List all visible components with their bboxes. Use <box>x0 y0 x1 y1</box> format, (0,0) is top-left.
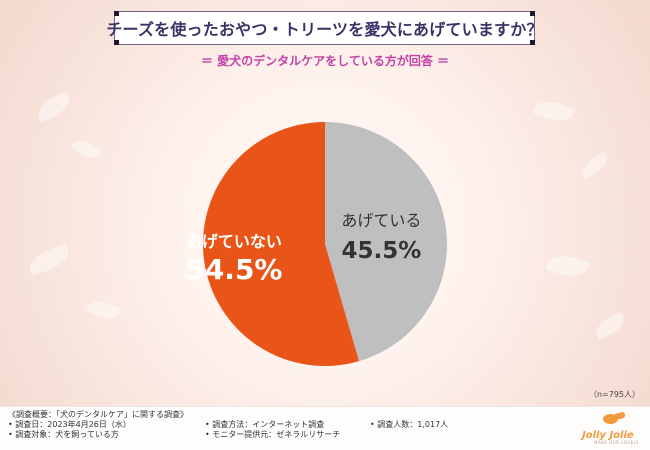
chart-title-box: チーズを使ったおやつ・トリーツを愛犬にあげていますか？ <box>106 11 542 45</box>
label-not-giving: あげていない <box>186 232 282 251</box>
brand-logo: Jolly Jolie MAKE OUR LOVELY <box>582 411 639 445</box>
sample-size-note: （n=795人） <box>588 390 640 399</box>
survey-summary: 《調査概要：「犬のデンタルケア」に関する調査》 <box>8 410 188 419</box>
footer-column-right: • 調査人数：1,017人 <box>370 420 448 430</box>
label-giving: あげている <box>341 211 421 230</box>
chart-title: チーズを使ったおやつ・トリーツを愛犬にあげていますか？ <box>106 20 543 39</box>
value-not-giving: 54.5% <box>185 253 282 286</box>
dog-icon <box>602 411 626 427</box>
survey-target: • 調査対象：犬を飼っている方 <box>8 430 119 439</box>
survey-date: • 調査日：2023年4月26日（水） <box>8 420 131 429</box>
title-corner <box>530 40 535 45</box>
pie-slice-giving <box>325 122 447 362</box>
survey-footer: 《調査概要：「犬のデンタルケア」に関する調査》 • 調査日：2023年4月26日… <box>0 406 650 450</box>
footer-column-left: 《調査概要：「犬のデンタルケア」に関する調査》 • 調査日：2023年4月26日… <box>8 410 188 440</box>
value-giving: 45.5% <box>342 238 422 264</box>
pie-slice-not-giving <box>202 122 360 366</box>
monitor-provider: • モニター提供元：ゼネラルリサーチ <box>205 430 341 439</box>
chart-subtitle: ＝ 愛犬のデンタルケアをしている方が回答 ＝ <box>201 54 449 68</box>
footer-column-middle: • 調査方法：インターネット調査 • モニター提供元：ゼネラルリサーチ <box>205 420 340 440</box>
title-corner <box>114 40 119 45</box>
survey-count: • 調査人数：1,017人 <box>370 420 449 429</box>
survey-method: • 調査方法：インターネット調査 <box>205 420 325 429</box>
brand-logo-subtext: MAKE OUR LOVELY <box>594 440 639 445</box>
brand-logo-text: Jolly Jolie <box>582 430 634 441</box>
